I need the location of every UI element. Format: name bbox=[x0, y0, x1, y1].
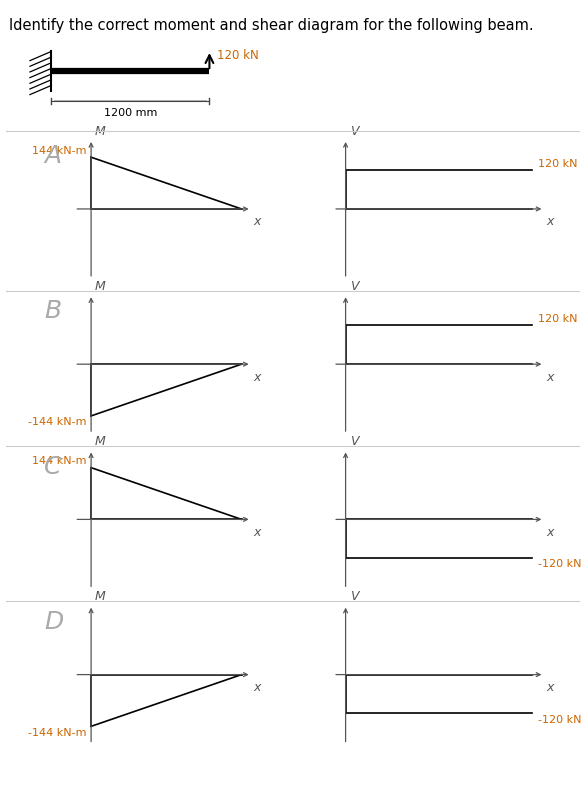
Text: $M$: $M$ bbox=[94, 125, 107, 138]
Text: D: D bbox=[44, 610, 64, 634]
Text: B: B bbox=[44, 299, 61, 323]
Text: $V$: $V$ bbox=[350, 435, 361, 448]
Text: A: A bbox=[44, 144, 61, 168]
Text: $x$: $x$ bbox=[546, 681, 556, 694]
Text: 144 kN-m: 144 kN-m bbox=[32, 456, 86, 466]
Text: -120 kN: -120 kN bbox=[538, 715, 581, 724]
Text: $x$: $x$ bbox=[253, 216, 263, 228]
Text: -144 kN-m: -144 kN-m bbox=[27, 417, 86, 427]
Text: $V$: $V$ bbox=[350, 591, 361, 603]
Text: $M$: $M$ bbox=[94, 591, 107, 603]
Text: $M$: $M$ bbox=[94, 435, 107, 448]
Text: $x$: $x$ bbox=[546, 216, 556, 228]
Text: $x$: $x$ bbox=[546, 526, 556, 539]
Text: 144 kN-m: 144 kN-m bbox=[32, 146, 86, 156]
Text: $V$: $V$ bbox=[350, 280, 361, 293]
Text: -144 kN-m: -144 kN-m bbox=[27, 728, 86, 738]
Text: -120 kN: -120 kN bbox=[538, 560, 581, 569]
Text: 1200 mm: 1200 mm bbox=[104, 108, 157, 119]
Text: $M$: $M$ bbox=[94, 280, 107, 293]
Text: $x$: $x$ bbox=[546, 371, 556, 384]
Text: $x$: $x$ bbox=[253, 681, 263, 694]
Text: $x$: $x$ bbox=[253, 371, 263, 384]
Text: Identify the correct moment and shear diagram for the following beam.: Identify the correct moment and shear di… bbox=[9, 18, 534, 33]
Text: C: C bbox=[44, 455, 62, 478]
Text: 120 kN: 120 kN bbox=[538, 314, 577, 324]
Text: 120 kN: 120 kN bbox=[217, 49, 259, 62]
Text: 120 kN: 120 kN bbox=[538, 159, 577, 169]
Text: $V$: $V$ bbox=[350, 125, 361, 138]
Text: $x$: $x$ bbox=[253, 526, 263, 539]
